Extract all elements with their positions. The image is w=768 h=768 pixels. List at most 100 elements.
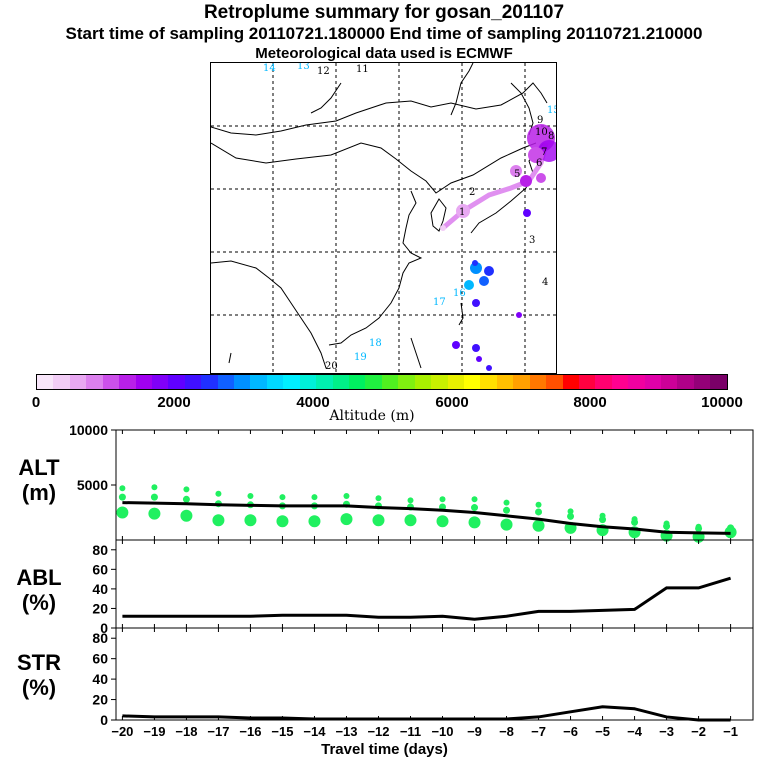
plume-cluster-dot [439, 496, 446, 503]
day-label: 15 [547, 105, 556, 116]
plume-cluster-dot [535, 508, 543, 516]
x-tick-label: −7 [531, 724, 546, 739]
plume-cluster-dot [311, 494, 318, 501]
colorbar-segment [201, 375, 218, 389]
x-tick-label: −14 [303, 724, 326, 739]
plume-cluster-dot [151, 484, 158, 491]
day-labels: 14 13 12 11 1 2 3 4 5 6 7 8 9 10 15 16 1… [263, 63, 556, 372]
x-axis-label: Travel time (days) [321, 741, 448, 758]
colorbar-segment [37, 375, 54, 389]
alt-panel-label: ALT (m) [4, 455, 74, 505]
y-tick-label: 80 [92, 542, 108, 558]
x-tick-label: −8 [499, 724, 514, 739]
plume-cluster-dot [404, 514, 417, 527]
plume-cluster-dot [340, 513, 353, 526]
abl-label-line1: ABL [16, 565, 62, 590]
plume-cluster-dot [599, 516, 607, 524]
plume-cluster-dot [215, 490, 222, 497]
colorbar-tick: 2000 [157, 394, 191, 411]
colorbar-segment [316, 375, 333, 389]
abl-label-line2: (%) [21, 590, 57, 615]
colorbar-segment [332, 375, 350, 389]
colorbar-segment [677, 375, 694, 389]
colorbar-segment [266, 375, 284, 389]
plume-cluster-dot [180, 509, 193, 522]
series-line [122, 501, 731, 535]
plume-cluster-dot [247, 493, 254, 499]
colorbar-segment [710, 375, 727, 389]
x-tick-label: −10 [431, 724, 453, 739]
colorbar-segment [562, 375, 579, 389]
x-tick-label: −4 [627, 724, 643, 739]
plume-cluster-dot [500, 518, 513, 531]
colorbar-segment [283, 375, 300, 389]
colorbar-tick: 10000 [701, 394, 743, 411]
day-label: 7 [541, 147, 547, 158]
plot-frame [115, 627, 754, 721]
colorbar-tick: 4000 [296, 394, 330, 411]
day-label: 19 [354, 352, 367, 363]
day-label: 4 [542, 277, 548, 288]
day-label: 9 [537, 115, 543, 126]
plume-clusters [440, 124, 556, 371]
x-tick-label: −19 [143, 724, 165, 739]
colorbar-segment [398, 375, 415, 389]
colorbar-segment [119, 375, 136, 389]
plume-cluster-dot [116, 506, 129, 519]
colorbar-segment [250, 375, 267, 389]
day-label: 3 [529, 235, 535, 246]
plume-cluster-dot [695, 524, 703, 532]
colorbar-segment [496, 375, 514, 389]
plume-cluster-dot [663, 522, 671, 530]
colorbar-segment [431, 375, 448, 389]
x-tick-label: −9 [467, 724, 482, 739]
plume-cluster-dot [244, 514, 257, 527]
plume-cluster-dot [468, 516, 481, 529]
y-tick-label: 5000 [77, 477, 108, 493]
plume-cluster-dot [150, 493, 158, 501]
x-tick-label: −2 [691, 724, 706, 739]
x-tick-label: −12 [367, 724, 389, 739]
plume-cluster-dot [532, 519, 545, 532]
plume-cluster-dot [343, 493, 350, 499]
sampling-times: Start time of sampling 20110721.180000 E… [65, 24, 703, 43]
chart-title: Retroplume summary for gosan_201107 [203, 2, 565, 23]
x-tick-label: −16 [239, 724, 261, 739]
day-label: 16 [453, 288, 466, 299]
day-label: 5 [514, 169, 520, 180]
plume-cluster-dot [279, 494, 286, 501]
y-tick-label: 0 [100, 620, 108, 636]
plume-cluster-dot [567, 508, 574, 515]
plume-cluster-dot [182, 495, 190, 503]
colorbar-segment [693, 375, 711, 389]
colorbar-segment [102, 375, 120, 389]
x-tick-label: −18 [175, 724, 197, 739]
x-tick-label: −6 [563, 724, 578, 739]
colorbar-segment [480, 375, 497, 389]
plume-cluster-dot [118, 493, 126, 501]
colorbar-segment [578, 375, 596, 389]
colorbar-segment [151, 375, 169, 389]
retroplume-map: 14 13 12 11 1 2 3 4 5 6 7 8 9 10 15 16 1… [210, 62, 557, 374]
y-tick-label: 10000 [69, 422, 108, 438]
colorbar-segment [546, 375, 563, 389]
plume-cluster-dot [436, 515, 449, 528]
plume-cluster-dot [276, 515, 289, 528]
colorbar-segment [184, 375, 202, 389]
day-label: 2 [469, 187, 475, 198]
str-label-line2: (%) [21, 675, 57, 700]
x-tick-label: −15 [271, 724, 293, 739]
colorbar-segment [299, 375, 317, 389]
plume-cluster-dot [375, 495, 382, 502]
colorbar-segment [595, 375, 612, 389]
plume-cluster-dot [631, 518, 639, 526]
y-tick-label: 60 [92, 651, 108, 667]
colorbar-segment [628, 375, 645, 389]
x-tick-label: −20 [111, 724, 133, 739]
colorbar-segment [168, 375, 185, 389]
x-tick-label: −13 [335, 724, 357, 739]
plume-cluster-dot [119, 485, 126, 492]
y-tick-label: 20 [92, 600, 108, 616]
colorbar-tick: 6000 [435, 394, 469, 411]
